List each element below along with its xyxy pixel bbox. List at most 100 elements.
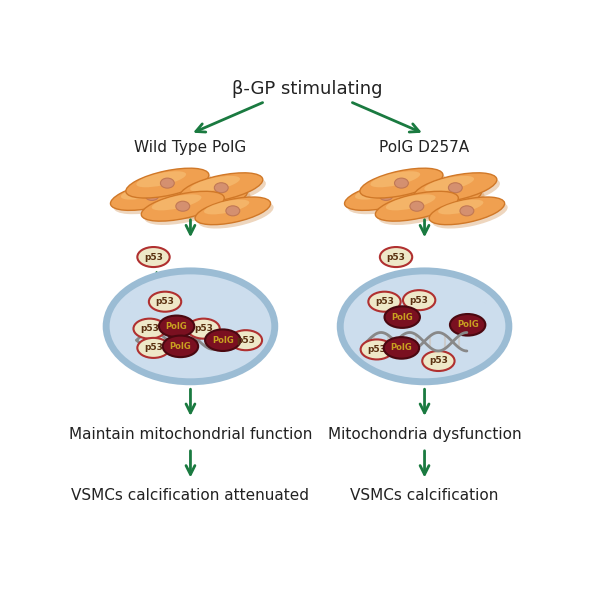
- Ellipse shape: [352, 283, 497, 370]
- Ellipse shape: [429, 197, 505, 225]
- Ellipse shape: [163, 335, 198, 357]
- Ellipse shape: [176, 201, 190, 211]
- FancyBboxPatch shape: [439, 303, 456, 350]
- Ellipse shape: [401, 189, 485, 219]
- Text: PolG: PolG: [212, 336, 233, 345]
- FancyBboxPatch shape: [469, 303, 485, 350]
- Ellipse shape: [409, 188, 458, 204]
- Ellipse shape: [448, 183, 462, 193]
- Ellipse shape: [205, 329, 241, 351]
- Ellipse shape: [385, 306, 420, 328]
- Ellipse shape: [137, 247, 170, 267]
- Ellipse shape: [368, 292, 401, 312]
- Ellipse shape: [386, 194, 436, 210]
- Text: VSMCs calcification: VSMCs calcification: [350, 488, 499, 503]
- Text: p53: p53: [144, 253, 163, 261]
- FancyBboxPatch shape: [130, 303, 146, 350]
- Text: PolG: PolG: [170, 342, 191, 351]
- Ellipse shape: [398, 185, 481, 215]
- Text: Maintain mitochondrial function: Maintain mitochondrial function: [69, 427, 312, 442]
- Text: Wild Type PolG: Wild Type PolG: [134, 140, 247, 155]
- Ellipse shape: [137, 338, 170, 358]
- Text: p53: p53: [386, 253, 406, 261]
- Ellipse shape: [180, 173, 263, 203]
- Ellipse shape: [113, 184, 197, 214]
- Text: PolG: PolG: [457, 320, 479, 329]
- Ellipse shape: [363, 172, 446, 202]
- Ellipse shape: [384, 337, 419, 359]
- Ellipse shape: [379, 190, 393, 200]
- FancyBboxPatch shape: [205, 303, 222, 350]
- Ellipse shape: [121, 184, 170, 200]
- Ellipse shape: [198, 201, 274, 229]
- Ellipse shape: [145, 190, 159, 200]
- Ellipse shape: [110, 275, 271, 378]
- Ellipse shape: [337, 267, 512, 385]
- Ellipse shape: [395, 178, 409, 188]
- Ellipse shape: [410, 201, 424, 211]
- Text: p53: p53: [140, 324, 159, 333]
- Text: p53: p53: [144, 343, 163, 352]
- FancyBboxPatch shape: [159, 303, 176, 350]
- Ellipse shape: [460, 206, 474, 216]
- Text: PolG: PolG: [166, 322, 187, 331]
- Ellipse shape: [214, 183, 228, 193]
- Text: p53: p53: [155, 297, 175, 306]
- Ellipse shape: [190, 176, 240, 192]
- Ellipse shape: [126, 168, 209, 198]
- Text: p53: p53: [410, 296, 428, 305]
- Ellipse shape: [110, 181, 193, 210]
- Text: β-GP stimulating: β-GP stimulating: [232, 80, 383, 98]
- Ellipse shape: [136, 171, 186, 187]
- Ellipse shape: [417, 176, 500, 206]
- Ellipse shape: [355, 184, 405, 200]
- Text: p53: p53: [194, 324, 213, 333]
- Ellipse shape: [360, 168, 443, 198]
- Ellipse shape: [164, 185, 247, 215]
- Ellipse shape: [152, 194, 202, 210]
- Ellipse shape: [450, 314, 485, 335]
- Ellipse shape: [103, 267, 278, 385]
- Ellipse shape: [118, 283, 263, 370]
- Text: PolG D257A: PolG D257A: [379, 140, 470, 155]
- FancyBboxPatch shape: [393, 303, 410, 350]
- Ellipse shape: [422, 351, 455, 371]
- FancyBboxPatch shape: [235, 303, 251, 350]
- Ellipse shape: [199, 195, 213, 205]
- Ellipse shape: [379, 195, 461, 225]
- Text: p53: p53: [375, 297, 394, 306]
- Ellipse shape: [145, 195, 227, 225]
- Ellipse shape: [414, 173, 497, 203]
- Ellipse shape: [133, 318, 166, 339]
- Ellipse shape: [226, 206, 240, 216]
- Ellipse shape: [204, 200, 249, 214]
- Ellipse shape: [361, 340, 393, 359]
- Ellipse shape: [187, 318, 220, 339]
- Text: Mitochondria dysfunction: Mitochondria dysfunction: [328, 427, 521, 442]
- Text: p53: p53: [367, 345, 386, 354]
- Text: p53: p53: [236, 336, 256, 345]
- Ellipse shape: [432, 201, 508, 229]
- Ellipse shape: [230, 330, 262, 350]
- Ellipse shape: [160, 178, 174, 188]
- Ellipse shape: [403, 290, 436, 310]
- Text: PolG: PolG: [391, 343, 412, 352]
- Ellipse shape: [376, 191, 458, 221]
- Ellipse shape: [159, 315, 194, 337]
- Ellipse shape: [141, 191, 224, 221]
- Ellipse shape: [424, 176, 474, 192]
- Text: VSMCs calcification attenuated: VSMCs calcification attenuated: [71, 488, 310, 503]
- Ellipse shape: [129, 172, 212, 202]
- Ellipse shape: [380, 247, 412, 267]
- Ellipse shape: [175, 188, 224, 204]
- Text: p53: p53: [429, 356, 448, 365]
- FancyBboxPatch shape: [364, 303, 380, 350]
- Text: PolG: PolG: [391, 312, 413, 321]
- Ellipse shape: [344, 275, 505, 378]
- Ellipse shape: [347, 184, 431, 214]
- Ellipse shape: [195, 197, 271, 225]
- Ellipse shape: [183, 176, 266, 206]
- Ellipse shape: [167, 189, 250, 219]
- Ellipse shape: [438, 200, 484, 214]
- Ellipse shape: [433, 195, 447, 205]
